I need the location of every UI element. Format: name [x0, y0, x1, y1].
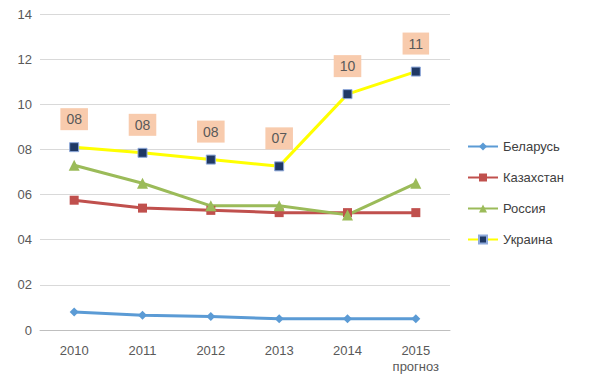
svg-text:Беларусь: Беларусь — [503, 139, 560, 154]
svg-text:11: 11 — [409, 36, 424, 52]
svg-text:2014: 2014 — [333, 343, 362, 358]
svg-text:08: 08 — [203, 124, 219, 140]
svg-text:2015: 2015 — [401, 343, 430, 358]
svg-text:Россия: Россия — [503, 201, 546, 216]
svg-text:Казахстан: Казахстан — [503, 170, 564, 185]
svg-text:Украина: Украина — [503, 232, 553, 247]
svg-text:02: 02 — [18, 277, 32, 292]
svg-text:2012: 2012 — [196, 343, 225, 358]
svg-text:2010: 2010 — [60, 343, 89, 358]
svg-text:06: 06 — [18, 187, 32, 202]
svg-text:2013: 2013 — [265, 343, 294, 358]
svg-text:08: 08 — [66, 111, 82, 127]
svg-text:04: 04 — [18, 232, 32, 247]
svg-text:08: 08 — [135, 117, 151, 133]
svg-text:2011: 2011 — [129, 343, 157, 358]
svg-text:07: 07 — [271, 130, 287, 146]
svg-text:10: 10 — [18, 97, 32, 112]
svg-text:08: 08 — [18, 142, 32, 157]
svg-text:прогноз: прогноз — [393, 359, 440, 374]
svg-text:12: 12 — [18, 52, 32, 67]
svg-text:14: 14 — [18, 7, 32, 22]
svg-text:0: 0 — [25, 323, 32, 338]
svg-text:10: 10 — [340, 58, 356, 74]
